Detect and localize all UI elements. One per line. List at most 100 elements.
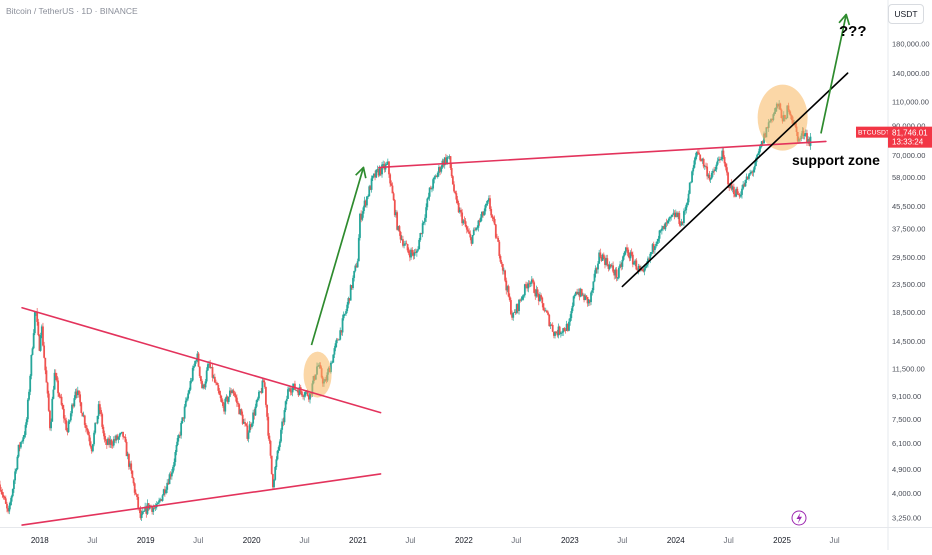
candle-body xyxy=(91,444,94,452)
candle-body xyxy=(288,388,291,390)
candle-body xyxy=(724,163,727,168)
last-price-value: 81,746.01 xyxy=(892,129,928,138)
candle-body xyxy=(249,424,252,427)
candle-body xyxy=(104,439,107,441)
candle-body xyxy=(103,433,106,440)
candle-body xyxy=(624,247,627,252)
candle-body xyxy=(364,200,367,206)
candle-body xyxy=(198,366,201,377)
candle-body xyxy=(664,222,667,230)
candle-body xyxy=(426,198,429,208)
candle-body xyxy=(45,370,48,383)
candle-body xyxy=(52,389,55,399)
candle-body xyxy=(689,182,692,184)
candle-body xyxy=(261,380,264,393)
candle-body xyxy=(266,404,268,417)
candle-body xyxy=(750,171,753,174)
candle-body xyxy=(609,264,612,267)
candle-body xyxy=(400,239,403,241)
candle-body xyxy=(255,400,258,407)
lightning-icon-bolt xyxy=(796,512,802,524)
candle-body xyxy=(184,400,187,407)
candle-body xyxy=(751,171,754,173)
candle-body xyxy=(465,226,468,230)
candle-body xyxy=(107,438,109,445)
candle-body xyxy=(719,159,721,161)
candle-body xyxy=(489,198,491,210)
candle-body xyxy=(83,415,86,425)
candle-body xyxy=(389,174,392,184)
candle-body xyxy=(732,186,735,195)
candle-body xyxy=(271,474,274,488)
candle-body xyxy=(224,398,227,412)
candle-body xyxy=(406,244,409,251)
candle-body xyxy=(686,202,689,205)
candle-body xyxy=(168,474,171,485)
price-tick-label: 3,250.00 xyxy=(892,514,921,523)
candle-body xyxy=(67,421,70,433)
candle-body xyxy=(503,270,505,272)
candle-body xyxy=(546,310,548,313)
candle-body xyxy=(385,164,388,165)
time-tick-label: Jul xyxy=(193,536,203,545)
candle-body xyxy=(80,402,83,413)
candle-body xyxy=(86,428,88,431)
candle-body xyxy=(212,376,215,378)
candle-body xyxy=(112,439,115,446)
candle-body xyxy=(691,171,693,183)
candle-body xyxy=(736,188,739,195)
candle-body xyxy=(648,258,650,260)
candle-body xyxy=(123,436,126,438)
highlight-circle xyxy=(757,84,808,151)
candle-body xyxy=(642,270,645,272)
candle-body xyxy=(621,259,624,267)
candle-body xyxy=(245,423,248,426)
candle-body xyxy=(81,412,84,417)
candle-body xyxy=(284,401,287,411)
candle-body xyxy=(170,472,173,477)
candle-body xyxy=(425,207,428,218)
candle-body xyxy=(535,289,538,297)
candle-body xyxy=(685,204,688,211)
candle-body xyxy=(33,312,36,334)
candle-body xyxy=(16,456,19,470)
candle-body xyxy=(573,294,576,297)
candle-body xyxy=(29,375,32,392)
candle-body xyxy=(54,372,57,377)
candle-body xyxy=(287,389,289,399)
candle-body xyxy=(352,277,354,289)
candle-body xyxy=(196,353,199,361)
candle-body xyxy=(258,391,260,399)
currency-button[interactable]: USDT xyxy=(888,4,924,24)
candle-body xyxy=(599,252,602,257)
candle-body xyxy=(444,157,447,164)
candle-body xyxy=(153,507,156,509)
candle-body xyxy=(543,310,546,312)
candle-body xyxy=(551,324,554,332)
candle-body xyxy=(674,212,677,217)
candle-body xyxy=(518,299,520,311)
candle-body xyxy=(555,331,558,333)
candle-body xyxy=(241,414,244,424)
candle-body xyxy=(548,314,551,326)
candle-body xyxy=(125,441,128,457)
candle-body xyxy=(722,150,725,158)
candle-body xyxy=(165,489,167,494)
candle-body xyxy=(552,331,555,336)
candle-body xyxy=(357,237,360,262)
candle-body xyxy=(660,228,663,231)
candle-body xyxy=(368,186,371,197)
candle-body xyxy=(449,156,452,169)
candle-body xyxy=(478,220,481,222)
candle-body xyxy=(565,323,568,331)
candle-body xyxy=(670,216,673,218)
candle-body xyxy=(180,423,183,436)
candle-body xyxy=(630,252,633,255)
candle-body xyxy=(683,211,685,223)
candle-body xyxy=(564,330,567,332)
time-tick-label: Jul xyxy=(87,536,97,545)
time-tick-label: Jul xyxy=(405,536,415,545)
candle-body xyxy=(671,214,674,217)
